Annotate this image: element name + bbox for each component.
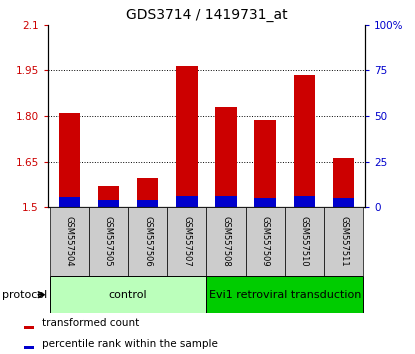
- Text: GSM557511: GSM557511: [339, 216, 348, 267]
- Text: GSM557508: GSM557508: [222, 216, 231, 267]
- Text: GSM557505: GSM557505: [104, 216, 113, 267]
- Bar: [50, 207, 89, 276]
- Text: protocol: protocol: [2, 290, 47, 300]
- Bar: [207, 276, 363, 313]
- Bar: [333, 198, 354, 207]
- Bar: [207, 207, 246, 276]
- Bar: [167, 207, 207, 276]
- Bar: [246, 207, 285, 276]
- Bar: [285, 207, 324, 276]
- Text: GSM557506: GSM557506: [143, 216, 152, 267]
- Bar: [333, 159, 354, 207]
- Text: percentile rank within the sample: percentile rank within the sample: [42, 339, 217, 349]
- Bar: [59, 113, 80, 207]
- Bar: [98, 200, 119, 207]
- Text: GSM557510: GSM557510: [300, 216, 309, 267]
- Text: control: control: [109, 290, 147, 300]
- Bar: [50, 276, 207, 313]
- Text: GSM557507: GSM557507: [182, 216, 191, 267]
- Text: Evi1 retroviral transduction: Evi1 retroviral transduction: [209, 290, 361, 300]
- Bar: [89, 207, 128, 276]
- Bar: [254, 120, 276, 207]
- Text: GSM557504: GSM557504: [65, 216, 74, 267]
- Bar: [137, 178, 159, 207]
- Bar: [215, 107, 237, 207]
- Bar: [128, 207, 167, 276]
- Bar: [24, 346, 34, 349]
- Bar: [324, 207, 363, 276]
- Title: GDS3714 / 1419731_at: GDS3714 / 1419731_at: [126, 8, 287, 22]
- Text: transformed count: transformed count: [42, 319, 139, 329]
- Bar: [176, 196, 198, 207]
- Bar: [24, 326, 34, 329]
- Bar: [294, 75, 315, 207]
- Bar: [254, 198, 276, 207]
- Text: GSM557509: GSM557509: [261, 216, 270, 267]
- Bar: [98, 186, 119, 207]
- Bar: [176, 66, 198, 207]
- Bar: [294, 196, 315, 207]
- Bar: [59, 197, 80, 207]
- Bar: [215, 196, 237, 207]
- Bar: [137, 200, 159, 207]
